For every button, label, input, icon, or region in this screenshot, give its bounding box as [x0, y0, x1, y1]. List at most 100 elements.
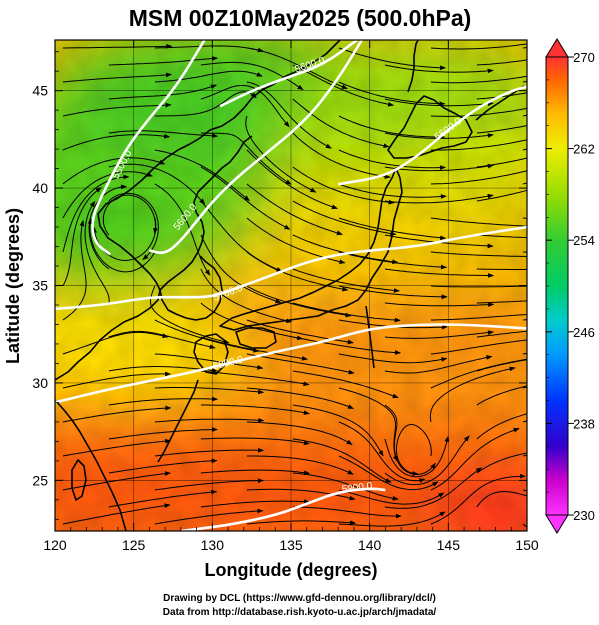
streamline — [338, 149, 446, 170]
streamline — [476, 234, 527, 239]
streamline — [384, 64, 494, 74]
streamline — [292, 438, 392, 483]
x-tick-label: 120 — [43, 537, 67, 553]
colorbar-tick-label: 270 — [573, 50, 595, 65]
streamline — [246, 488, 356, 501]
streamline — [292, 336, 401, 355]
streamline — [62, 371, 172, 389]
streamline — [62, 102, 172, 117]
streamline — [62, 171, 153, 219]
streamline — [200, 268, 293, 324]
streamline — [384, 268, 494, 278]
streamline — [246, 251, 349, 292]
streamline — [430, 107, 527, 117]
streamline — [476, 59, 527, 66]
wind-streamlines — [62, 43, 527, 528]
contour-line — [149, 40, 363, 255]
streamline — [154, 417, 265, 423]
streamline — [102, 194, 158, 236]
y-axis: 25 30 35 40 45 — [32, 51, 527, 520]
x-tick-label: 150 — [515, 537, 539, 553]
coastline-taiwan — [71, 459, 87, 501]
streamline — [88, 184, 127, 270]
streamline — [338, 421, 426, 483]
streamline — [62, 503, 171, 525]
streamline — [430, 313, 527, 321]
streamline — [108, 84, 217, 100]
streamline — [108, 489, 218, 508]
colorbar-bottom-arrow — [545, 514, 569, 534]
streamline — [200, 336, 308, 361]
streamline — [200, 437, 310, 446]
streamline — [430, 170, 527, 185]
streamline — [338, 353, 448, 364]
streamline — [154, 70, 263, 83]
streamline — [522, 319, 527, 321]
x-axis-label: Longitude (degrees) — [204, 560, 377, 580]
x-tick-label: 125 — [122, 537, 146, 553]
colorbar-body — [545, 56, 569, 516]
streamline — [522, 114, 527, 117]
coastline-mainland-asia — [55, 40, 341, 381]
streamline — [84, 200, 110, 304]
streamline — [522, 386, 527, 389]
streamline — [200, 234, 282, 304]
contour-line — [180, 487, 386, 531]
streamline — [108, 130, 218, 139]
streamline — [200, 85, 290, 128]
streamline — [108, 427, 218, 440]
streamline — [522, 454, 527, 457]
streamline — [154, 387, 265, 395]
streamline — [384, 435, 450, 478]
streamline — [522, 46, 527, 49]
streamline — [62, 133, 171, 151]
streamline — [292, 132, 391, 179]
colorbar: 230 238 246 254 262 270 — [545, 38, 595, 534]
streamline — [476, 330, 527, 338]
streamline — [292, 64, 394, 107]
y-tick-label: 25 — [32, 472, 48, 488]
coastline-shikoku — [235, 327, 277, 349]
streamline — [62, 187, 102, 287]
streamline — [430, 75, 527, 84]
streamline — [87, 218, 156, 273]
contour-label: 5900.0 — [341, 481, 373, 496]
streamline — [338, 455, 439, 491]
colorbar-tick-label: 238 — [573, 416, 595, 431]
streamline — [338, 47, 446, 71]
streamline — [384, 355, 493, 374]
contour-line — [55, 225, 527, 311]
credit-data-source: Data from http://database.rish.kyoto-u.a… — [162, 607, 437, 618]
colorbar-tick-label: 254 — [573, 233, 595, 248]
streamline — [384, 302, 495, 307]
streamline — [292, 268, 400, 293]
streamline — [384, 330, 494, 339]
streamline — [384, 163, 494, 172]
streamline — [200, 370, 310, 387]
streamline — [292, 370, 399, 399]
streamline — [246, 455, 354, 475]
x-tick-label: 145 — [437, 537, 461, 553]
latlon-grid — [55, 40, 527, 531]
streamline — [430, 139, 527, 151]
streamline — [522, 352, 527, 355]
streamline — [338, 183, 447, 199]
streamline — [522, 420, 527, 423]
coastline-izu-islands — [365, 305, 375, 369]
streamline — [476, 268, 527, 270]
streamline — [430, 358, 527, 389]
streamline — [292, 404, 384, 457]
streamline — [292, 166, 395, 205]
streamline — [292, 98, 390, 149]
streamline — [338, 511, 446, 527]
streamline — [246, 520, 357, 526]
streamline — [200, 132, 292, 185]
streamline — [476, 452, 527, 474]
streamline — [522, 217, 527, 219]
streamline — [292, 302, 401, 323]
streamline — [430, 43, 527, 50]
streamline — [154, 149, 250, 201]
streamline — [292, 506, 402, 519]
streamline — [430, 339, 527, 355]
streamline — [292, 200, 397, 236]
